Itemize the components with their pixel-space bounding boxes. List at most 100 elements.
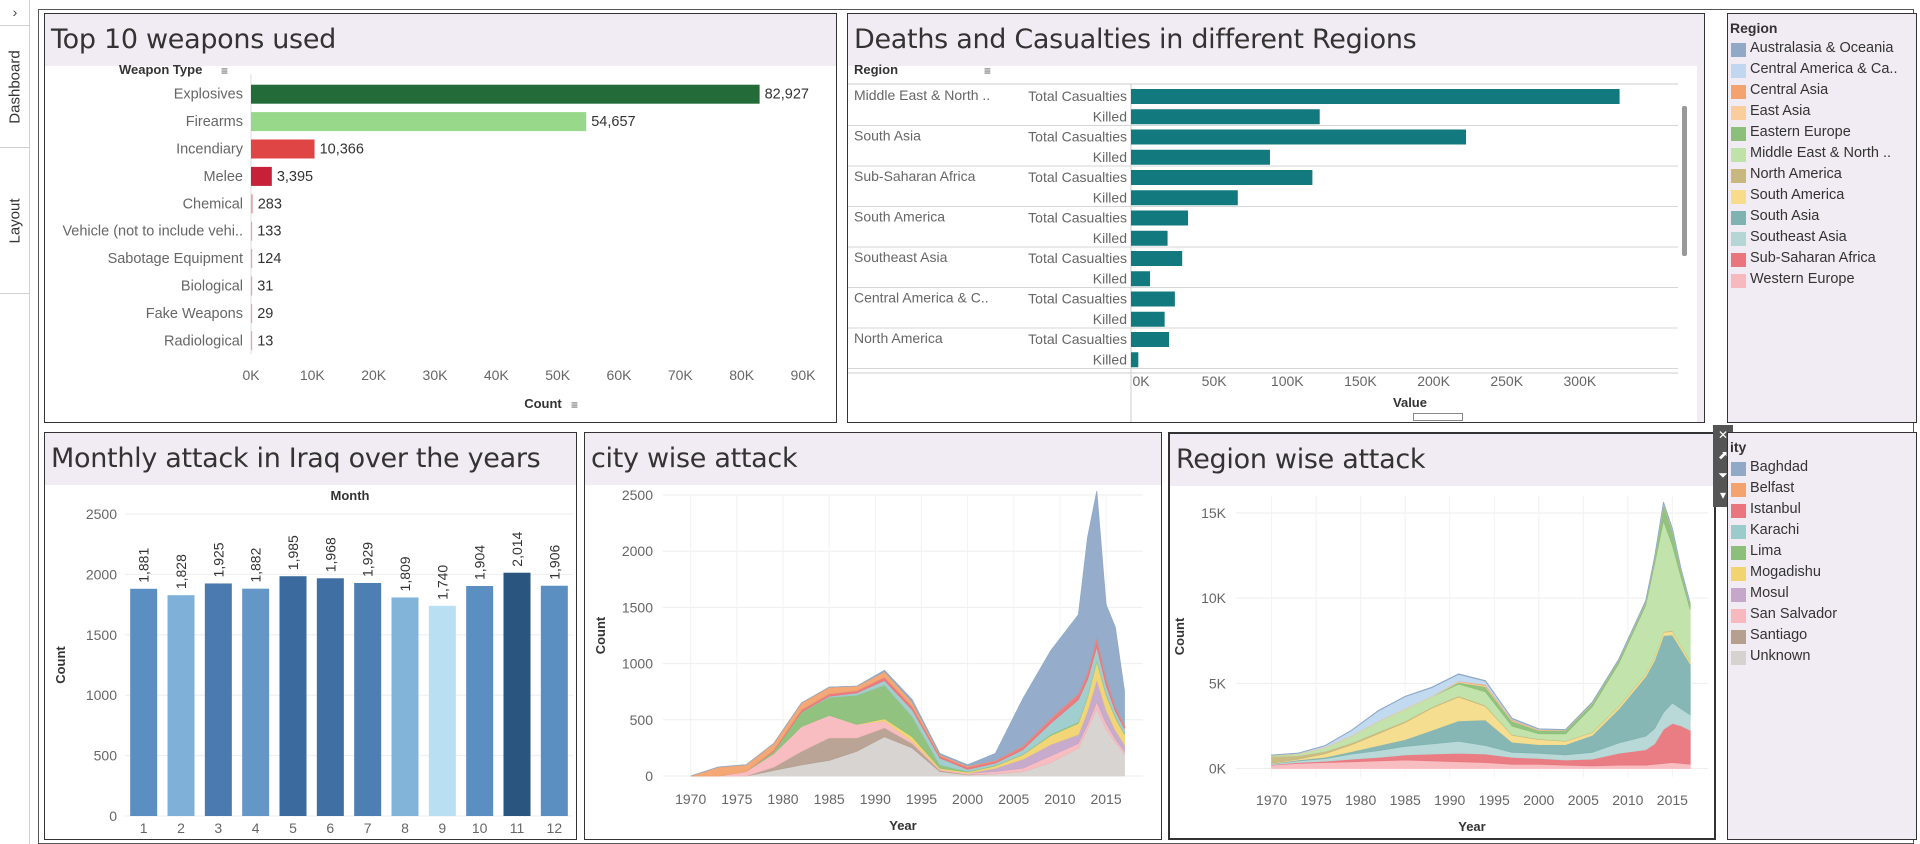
city-area-chart[interactable]: 0 500 1000 1500 2000 2500 1970 1975 1980 1985 1990… (585, 433, 1162, 840)
region-legend-item[interactable]: Western Europe (1728, 271, 1916, 292)
bar[interactable] (1131, 271, 1151, 287)
bar[interactable] (279, 576, 307, 816)
city-legend-item[interactable]: Mosul (1728, 585, 1916, 606)
filter-icon[interactable]: ⏷ (1718, 468, 1728, 482)
city-legend-item[interactable]: Mogadishu (1728, 564, 1916, 585)
regions-panel[interactable]: Deaths and Casualties in different Regio… (847, 13, 1705, 423)
bar-value-label: 1,925 (210, 542, 226, 577)
bar[interactable] (167, 595, 195, 816)
city-legend-item[interactable]: Unknown (1728, 648, 1916, 669)
x-tick-label: 11 (510, 820, 525, 836)
city-panel[interactable]: city wise attack 0 500 1000 1500 2000 2500 197… (584, 432, 1162, 840)
regionwise-panel[interactable]: Region wise attack 0K 5K 10K 15K 1970 1975 198… (1168, 432, 1716, 840)
city-legend-item[interactable]: Lima (1728, 543, 1916, 564)
bar[interactable] (503, 572, 531, 816)
region-legend-item[interactable]: North America (1728, 166, 1916, 187)
regions-bar-chart[interactable]: Region ≡ Middle East & North .. Total Casua… (848, 14, 1705, 423)
city-legend-item[interactable]: Santiago (1728, 627, 1916, 648)
sort-icon[interactable]: ≡ (571, 398, 578, 412)
bar[interactable] (1131, 230, 1168, 246)
tab-layout[interactable]: Layout (0, 148, 30, 294)
bar[interactable] (251, 276, 253, 296)
bar-value-label: 133 (257, 224, 281, 240)
bar[interactable] (251, 84, 760, 104)
city-legend-item[interactable]: Belfast (1728, 480, 1916, 501)
bar[interactable] (1131, 129, 1466, 145)
city-legend-item[interactable]: Istanbul (1728, 501, 1916, 522)
city-legend-swatch (1731, 504, 1746, 518)
bar[interactable] (1131, 170, 1313, 185)
region-legend-item[interactable]: South America (1728, 187, 1916, 208)
iraq-panel[interactable]: Monthly attack in Iraq over the years Mo… (44, 432, 577, 840)
x-tick-label: 1985 (814, 791, 845, 807)
bar[interactable] (130, 588, 158, 816)
bar[interactable] (1131, 291, 1175, 307)
bar[interactable] (1131, 210, 1189, 226)
tab-dashboard[interactable]: Dashboard (0, 26, 30, 148)
sidebar-toggle-button[interactable]: › (0, 0, 30, 26)
region-legend-item[interactable]: Australasia & Oceania (1728, 40, 1916, 61)
weapons-panel[interactable]: Top 10 weapons used Weapon Type ≡ Explosiv… (44, 13, 837, 423)
weapons-panel-title: Top 10 weapons used (45, 14, 836, 66)
x-tick-label: 0K (1132, 373, 1150, 389)
x-tick-label: 10 (472, 820, 488, 836)
weapons-bar-chart[interactable]: Weapon Type ≡ Explosives 82,927 Firearms 54,6… (45, 14, 837, 423)
regions-panel-title: Deaths and Casualties in different Regio… (848, 14, 1704, 66)
x-tick-label: 1990 (1434, 792, 1465, 808)
iraq-bar-chart[interactable]: Month 0 500 1000 1500 2000 2500 Count 1,881 1 1,82… (45, 433, 577, 840)
region-legend-item[interactable]: South Asia (1728, 208, 1916, 229)
region-legend[interactable]: Region Australasia & Oceania Central Amer… (1727, 13, 1917, 423)
city-legend-swatch (1731, 609, 1746, 623)
region-legend-item[interactable]: Central America & Ca.. (1728, 61, 1916, 82)
scrollbar-thumb[interactable] (1682, 106, 1687, 256)
bar[interactable] (316, 578, 344, 816)
x-tick-label: 6 (326, 820, 334, 836)
region-legend-item[interactable]: Eastern Europe (1728, 124, 1916, 145)
close-icon[interactable]: ✕ (1717, 428, 1729, 442)
bar[interactable] (251, 194, 253, 214)
region-legend-item[interactable]: Sub-Saharan Africa (1728, 250, 1916, 271)
bar[interactable] (1131, 89, 1620, 104)
bar[interactable] (391, 597, 419, 816)
bar[interactable] (1131, 149, 1270, 165)
bar-value-label: 1,828 (173, 554, 189, 589)
popout-icon[interactable]: ⬈ (1717, 448, 1729, 462)
bar[interactable] (251, 331, 253, 351)
city-legend-label: Lima (1750, 543, 1782, 559)
bar[interactable] (354, 582, 382, 816)
bar[interactable] (1131, 311, 1165, 327)
bar[interactable] (251, 139, 315, 159)
bar[interactable] (251, 303, 253, 323)
city-legend-item[interactable]: Baghdad (1728, 459, 1916, 480)
bar[interactable] (1131, 109, 1320, 125)
bar[interactable] (242, 588, 270, 816)
city-legend-item[interactable]: San Salvador (1728, 606, 1916, 627)
bar[interactable] (428, 605, 456, 816)
bar[interactable] (1131, 251, 1183, 266)
bar[interactable] (1131, 352, 1139, 368)
bar[interactable] (1131, 332, 1170, 347)
region-legend-item[interactable]: Central Asia (1728, 82, 1916, 103)
region-legend-item[interactable]: Middle East & North .. (1728, 145, 1916, 166)
resize-handle[interactable] (1413, 413, 1463, 421)
bar[interactable] (251, 166, 272, 186)
sort-icon[interactable]: ≡ (221, 64, 228, 78)
sort-icon[interactable]: ≡ (984, 64, 991, 78)
area-series[interactable] (1271, 501, 1691, 756)
bar[interactable] (540, 585, 568, 816)
bar[interactable] (251, 249, 253, 269)
city-legend-item[interactable]: Karachi (1728, 522, 1916, 543)
region-legend-item[interactable]: Southeast Asia (1728, 229, 1916, 250)
bar[interactable] (251, 112, 587, 132)
city-legend[interactable]: ity Baghdad Belfast Istanbul Karachi Lima Mog… (1727, 432, 1917, 840)
bar[interactable] (466, 585, 494, 816)
measure-label: Total Casualties (1028, 129, 1127, 145)
more-options-icon[interactable]: ▾ (1719, 488, 1727, 502)
bar[interactable] (251, 221, 253, 241)
area-series[interactable] (690, 491, 1125, 777)
y-tick-label: 500 (630, 712, 654, 728)
bar[interactable] (1131, 190, 1238, 206)
regionwise-area-chart[interactable]: 0K 5K 10K 15K 1970 1975 1980 1985 1990 1995 2000 20… (1170, 434, 1716, 840)
bar[interactable] (204, 583, 232, 816)
region-legend-item[interactable]: East Asia (1728, 103, 1916, 124)
